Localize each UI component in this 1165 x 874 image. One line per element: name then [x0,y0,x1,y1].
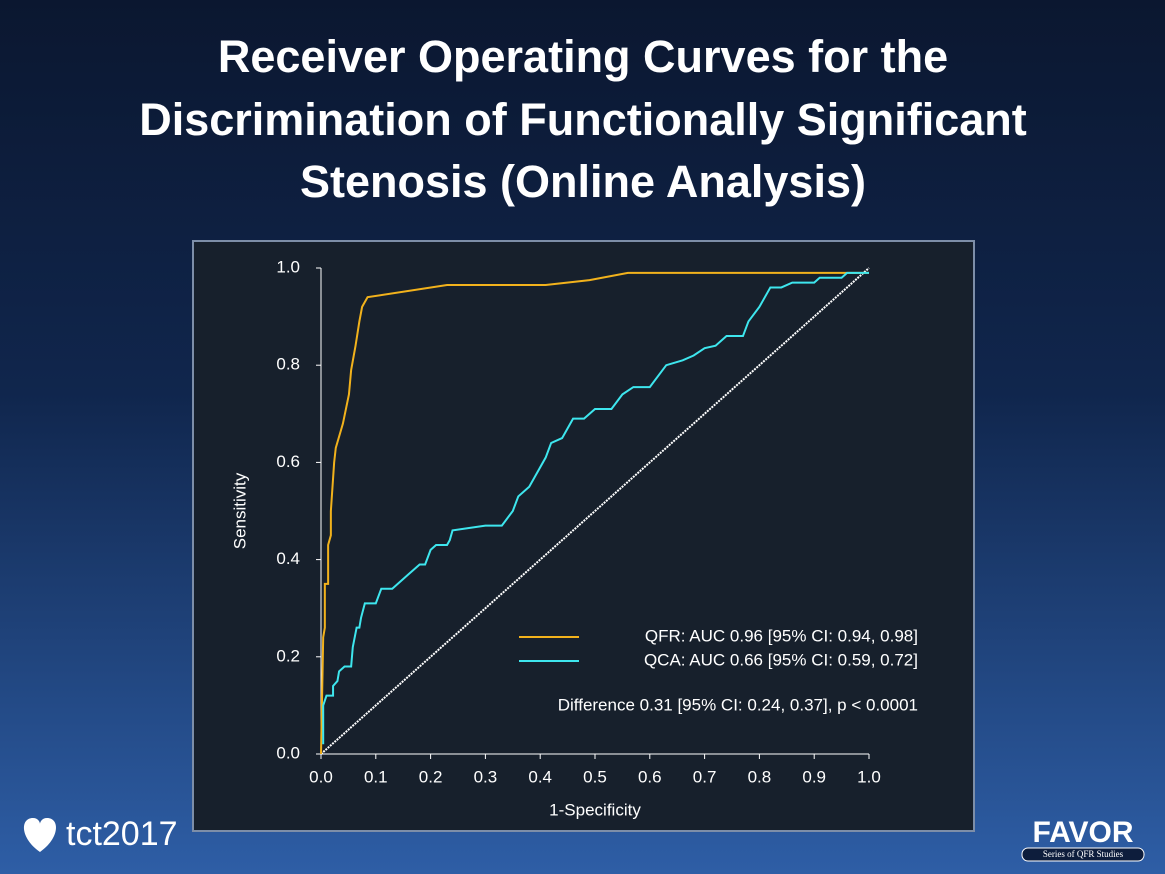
x-tick-label: 0.9 [802,767,826,786]
reference-diagonal [320,267,870,755]
x-tick-label: 0.3 [474,767,498,786]
tct-logo: tct2017 [66,815,178,853]
y-tick-label: 1.0 [276,257,300,276]
favor-sub: Series of QFR Studies [1043,849,1124,859]
favor-badge [1021,847,1145,862]
x-tick-label: 0.2 [419,767,443,786]
plot: 0.0 0.2 0.4 0.6 0.8 1.0 0.0 0.1 0.2 0.3 0.4 0.5 0.6 0… [230,257,918,819]
legend-label: QCA: AUC 0.66 [95% CI: 0.59, 0.72] [644,650,918,669]
x-tick-label: 0.5 [583,767,607,786]
x-tick-label: 0.8 [748,767,772,786]
x-tick-label: 1.0 [857,767,881,786]
slide-title: Discrimination of Functionally Significa… [139,94,1027,145]
x-tick-label: 0.0 [309,767,333,786]
y-axis-label: Sensitivity [230,472,249,549]
y-tick-label: 0.8 [276,355,300,374]
y-tick-label: 0.4 [276,549,300,568]
x-tick-label: 0.7 [693,767,717,786]
roc-curve [322,271,869,745]
y-tick-label: 0.6 [276,452,300,471]
annotation: Difference 0.31 [95% CI: 0.24, 0.37], p … [558,695,918,714]
tct-logo-heart [23,818,57,852]
y-tick-label: 0.2 [276,646,300,665]
x-axis-label: 1-Specificity [549,800,641,819]
x-tick-label: 0.1 [364,767,388,786]
favor-logo: FAVOR [1032,816,1133,849]
x-tick-label: 0.4 [528,767,552,786]
y-tick-label: 0.0 [276,743,300,762]
slide-title: Receiver Operating Curves for the [218,31,948,82]
chart-panel [192,240,975,832]
x-tick-label: 0.6 [638,767,662,786]
roc-curve [320,271,869,755]
slide-title: Stenosis (Online Analysis) [300,156,866,207]
legend-label: QFR: AUC 0.96 [95% CI: 0.94, 0.98] [645,626,918,645]
